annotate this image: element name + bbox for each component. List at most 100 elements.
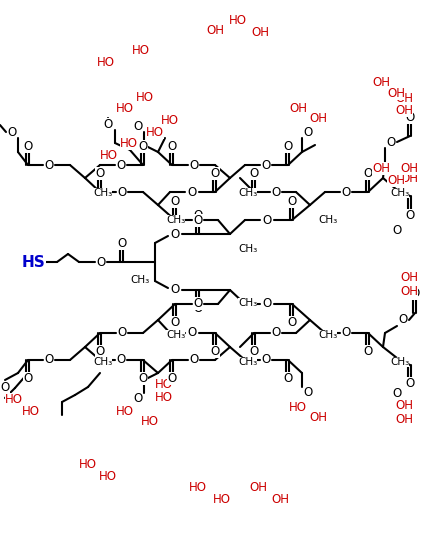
Text: O: O xyxy=(7,125,16,139)
Text: O: O xyxy=(170,195,180,207)
Text: HO: HO xyxy=(116,101,134,115)
Text: O: O xyxy=(283,373,292,385)
Text: OH: OH xyxy=(400,286,418,298)
Text: O: O xyxy=(392,387,402,400)
Text: O: O xyxy=(0,382,10,394)
Text: O: O xyxy=(211,166,219,180)
Text: O: O xyxy=(117,237,127,249)
Text: OH: OH xyxy=(251,26,269,38)
Text: O: O xyxy=(287,317,297,329)
Text: HO: HO xyxy=(141,416,159,429)
Text: OH: OH xyxy=(395,400,413,413)
Text: O: O xyxy=(193,303,203,316)
Text: HO: HO xyxy=(132,44,150,56)
Text: O: O xyxy=(363,166,373,180)
Text: O: O xyxy=(117,185,127,198)
Text: HO: HO xyxy=(100,149,118,161)
Text: O: O xyxy=(410,287,419,301)
Text: OH: OH xyxy=(372,76,390,88)
Text: O: O xyxy=(262,297,272,311)
Text: HO: HO xyxy=(79,458,97,472)
Text: HO: HO xyxy=(5,393,23,407)
Text: CH₃: CH₃ xyxy=(238,298,257,308)
Text: O: O xyxy=(262,214,272,227)
Text: O: O xyxy=(44,353,54,367)
Text: O: O xyxy=(95,345,105,359)
Text: HO: HO xyxy=(99,471,117,483)
Text: OH: OH xyxy=(400,172,418,184)
Text: O: O xyxy=(341,327,351,340)
Text: OH: OH xyxy=(249,481,267,495)
Text: HO: HO xyxy=(289,401,307,415)
Text: O: O xyxy=(341,185,351,198)
Text: OH: OH xyxy=(400,161,418,174)
Text: O: O xyxy=(170,228,180,240)
Text: O: O xyxy=(406,377,415,391)
Text: HS: HS xyxy=(22,254,46,270)
Text: O: O xyxy=(249,345,259,359)
Text: O: O xyxy=(44,158,54,172)
Text: HO: HO xyxy=(229,13,247,27)
Text: HO: HO xyxy=(146,125,164,139)
Text: OH: OH xyxy=(387,86,405,100)
Text: CH₃: CH₃ xyxy=(238,357,257,367)
Text: CH₃: CH₃ xyxy=(390,357,409,367)
Text: HO: HO xyxy=(189,481,207,495)
Text: HO: HO xyxy=(155,392,173,405)
Text: OH: OH xyxy=(271,494,289,506)
Text: CH₃: CH₃ xyxy=(131,275,150,285)
Text: CH₃: CH₃ xyxy=(318,330,337,340)
Text: O: O xyxy=(170,317,180,329)
Text: HO: HO xyxy=(155,378,173,392)
Text: CH₃: CH₃ xyxy=(238,188,257,198)
Text: O: O xyxy=(283,140,292,152)
Text: OH: OH xyxy=(372,161,390,174)
Text: CH₃: CH₃ xyxy=(390,188,409,198)
Text: CH₃: CH₃ xyxy=(318,215,337,225)
Text: O: O xyxy=(249,166,259,180)
Text: OH: OH xyxy=(400,271,418,285)
Text: OH: OH xyxy=(395,103,413,117)
Text: O: O xyxy=(387,135,395,149)
Text: CH₃: CH₃ xyxy=(166,330,185,340)
Text: O: O xyxy=(116,158,126,172)
Text: O: O xyxy=(116,353,126,367)
Text: O: O xyxy=(303,125,313,139)
Text: OH: OH xyxy=(309,411,327,424)
Text: HO: HO xyxy=(97,55,115,69)
Text: HO: HO xyxy=(136,91,154,103)
Text: OH: OH xyxy=(395,92,413,104)
Text: O: O xyxy=(271,327,281,340)
Text: O: O xyxy=(168,373,177,385)
Text: O: O xyxy=(170,284,180,296)
Text: O: O xyxy=(303,386,313,400)
Text: HO: HO xyxy=(120,136,138,149)
Text: O: O xyxy=(96,255,106,269)
Text: HO: HO xyxy=(161,114,179,126)
Text: O: O xyxy=(189,158,199,172)
Text: O: O xyxy=(211,345,219,359)
Text: CH₃: CH₃ xyxy=(238,244,257,254)
Text: O: O xyxy=(406,208,415,222)
Text: O: O xyxy=(187,327,197,340)
Text: O: O xyxy=(23,373,32,385)
Text: O: O xyxy=(398,313,408,327)
Text: OH: OH xyxy=(289,101,307,115)
Text: O: O xyxy=(189,353,199,367)
Text: O: O xyxy=(287,195,297,207)
Text: O: O xyxy=(138,140,148,152)
Text: OH: OH xyxy=(309,111,327,125)
Text: O: O xyxy=(103,117,113,131)
Text: O: O xyxy=(193,208,203,222)
Text: O: O xyxy=(23,140,32,152)
Text: O: O xyxy=(133,392,143,406)
Text: O: O xyxy=(406,110,415,124)
Text: OH: OH xyxy=(387,174,405,187)
Text: O: O xyxy=(193,214,203,227)
Text: OH: OH xyxy=(395,414,413,426)
Text: O: O xyxy=(261,353,271,367)
Text: O: O xyxy=(168,140,177,152)
Text: CH₃: CH₃ xyxy=(93,188,112,198)
Text: CH₃: CH₃ xyxy=(93,357,112,367)
Text: O: O xyxy=(193,297,203,311)
